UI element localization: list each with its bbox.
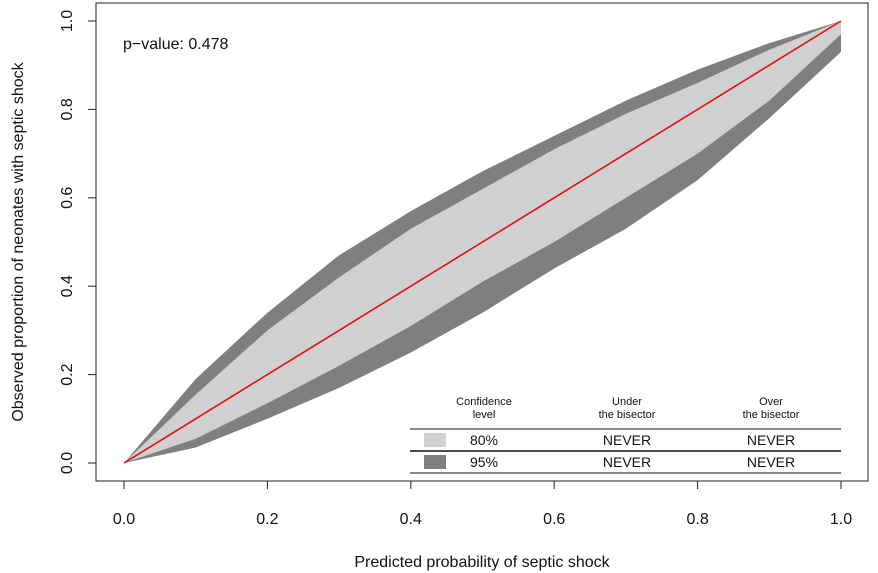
legend-under: NEVER (603, 454, 651, 470)
x-tick-label: 0.2 (256, 511, 278, 528)
legend-under: NEVER (603, 432, 651, 448)
bisector-line (123, 20, 842, 464)
legend-header: the bisector (743, 409, 800, 421)
y-axis-label: Observed proportion of neonates with sep… (10, 61, 27, 421)
legend-header: Confidence (456, 396, 512, 408)
y-tick-label: 1.0 (59, 10, 76, 32)
legend-header: level (473, 409, 496, 421)
legend-swatch (424, 455, 446, 469)
legend-level: 80% (470, 432, 498, 448)
legend-header: Over (759, 396, 783, 408)
x-tick-label: 1.0 (830, 511, 852, 528)
y-tick-label: 0.4 (59, 275, 76, 297)
legend-level: 95% (470, 454, 498, 470)
x-tick-label: 0.8 (686, 511, 708, 528)
x-tick-label: 0.6 (543, 511, 565, 528)
axes: 0.0 0.2 0.4 0.6 0.8 1.0 0.0 0.2 0.4 0.6 0.8 1.0 (59, 2, 869, 528)
legend-over: NEVER (747, 432, 795, 448)
y-tick-label: 0.8 (59, 98, 76, 120)
x-axis-label: Predicted probability of septic shock (354, 554, 610, 571)
y-tick-label: 0.2 (59, 363, 76, 385)
x-tick-label: 0.4 (400, 511, 422, 528)
legend-over: NEVER (747, 454, 795, 470)
p-value-annotation: p−value: 0.478 (123, 36, 229, 53)
x-tick-label: 0.0 (113, 511, 135, 528)
legend-header: Under (612, 396, 642, 408)
legend-header: the bisector (599, 409, 656, 421)
plot-area (123, 20, 842, 464)
legend-swatch (424, 433, 446, 447)
y-tick-label: 0.6 (59, 187, 76, 209)
y-tick-label: 0.0 (59, 452, 76, 474)
